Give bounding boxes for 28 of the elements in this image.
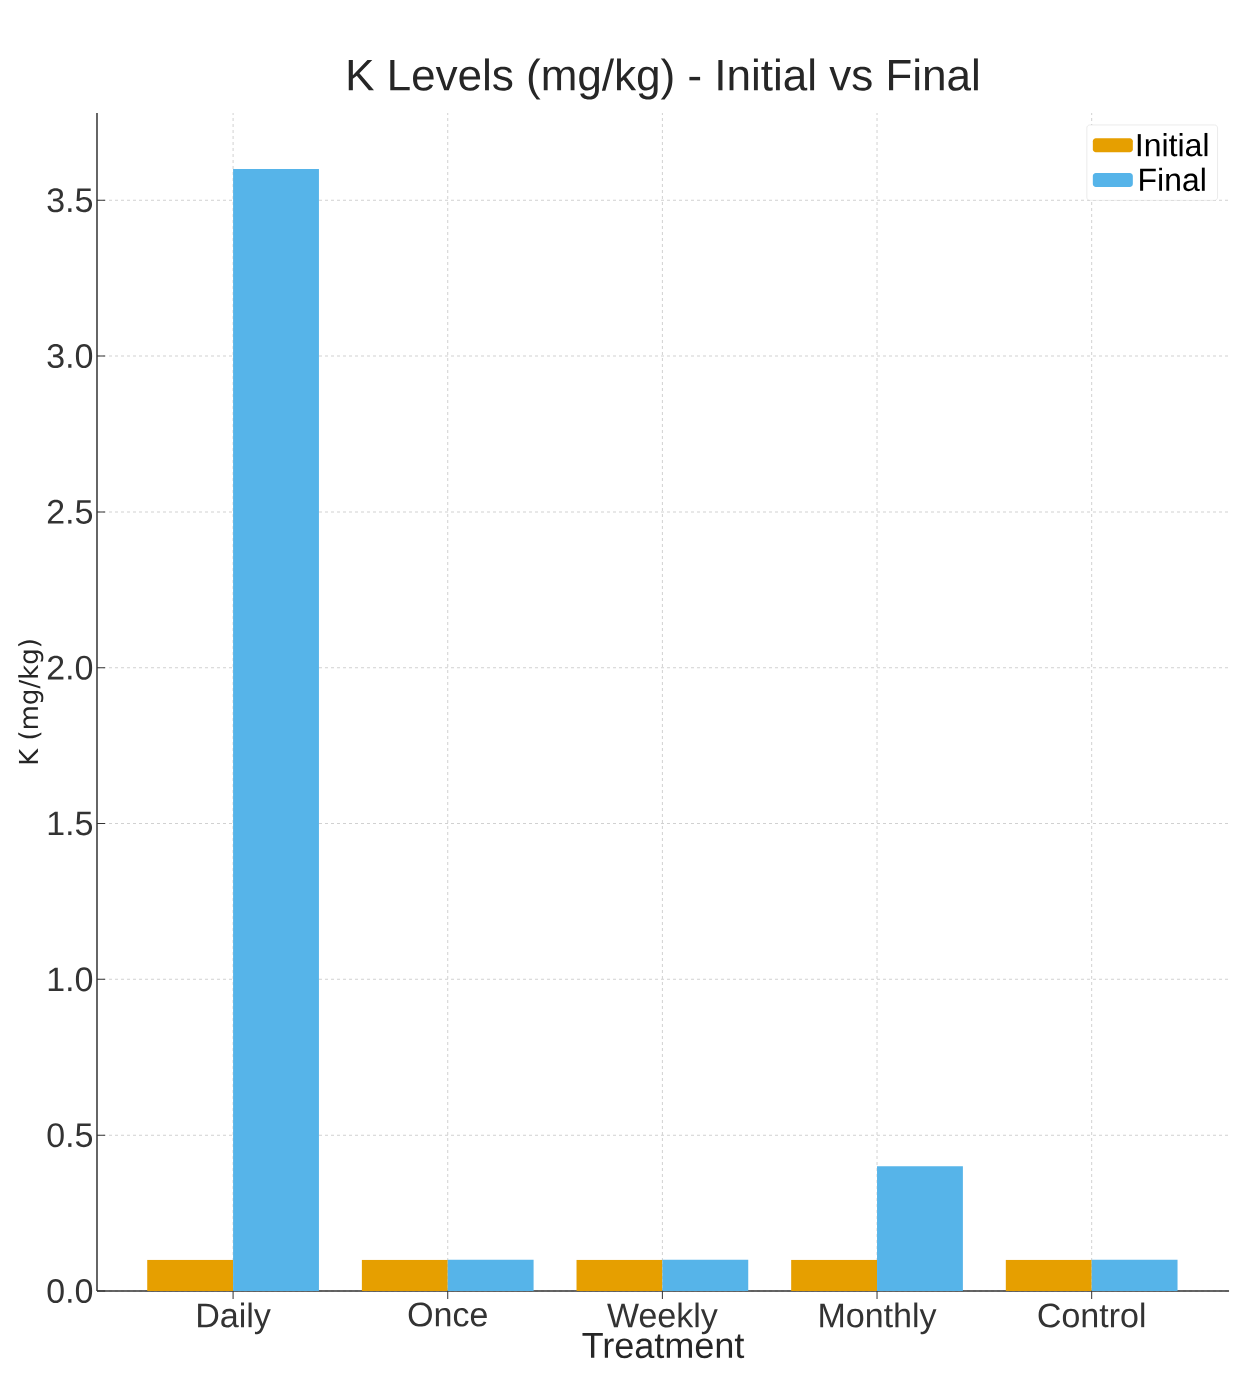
y-tick-label: 1.0	[48, 967, 93, 992]
bar	[1091, 1259, 1178, 1291]
x-tick-label: Once	[408, 1302, 487, 1327]
y-tick-label: 0.5	[47, 1123, 93, 1148]
y-tick-label: 0.0	[47, 1278, 93, 1304]
bar	[877, 1166, 963, 1291]
bar	[147, 1259, 234, 1291]
x-axis-title: Treatment	[582, 1333, 745, 1359]
x-tick-label: Monthly	[820, 1302, 937, 1335]
y-tick-label: 2.0	[47, 655, 93, 680]
bar	[233, 169, 319, 1291]
bar	[447, 1259, 534, 1291]
chart-title: K Levels (mg/kg) - Initial vs Final	[348, 58, 978, 100]
y-tick-label: 3.5	[47, 188, 93, 213]
bar	[662, 1259, 749, 1291]
bar	[791, 1259, 878, 1291]
x-tick-label: Daily	[198, 1302, 271, 1335]
y-tick-label: 3.0	[47, 344, 93, 369]
y-tick-label: 2.5	[47, 499, 93, 524]
x-tick-label: Control	[1038, 1302, 1145, 1328]
x-tick-label: Weekly	[607, 1302, 718, 1335]
bar	[361, 1259, 448, 1291]
bar	[1005, 1259, 1092, 1291]
legend-label: Final	[1140, 167, 1205, 192]
legend-label: Initial	[1137, 132, 1208, 157]
y-axis-title: K (mg/kg)	[18, 640, 44, 764]
y-tick-label: 1.5	[48, 811, 93, 836]
bar	[576, 1259, 663, 1291]
